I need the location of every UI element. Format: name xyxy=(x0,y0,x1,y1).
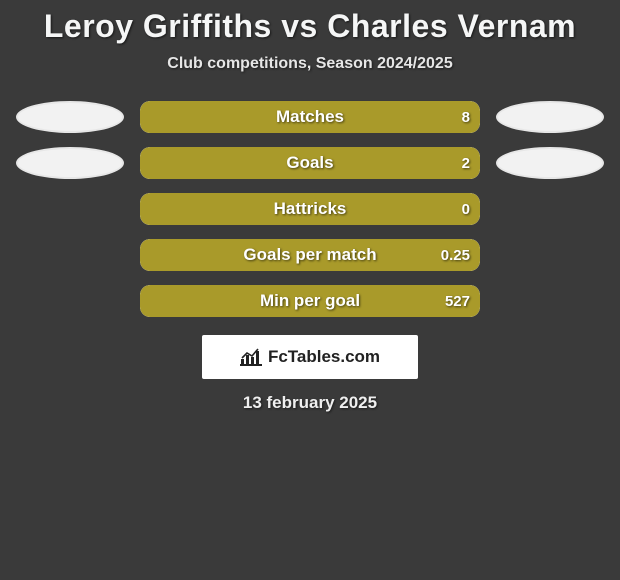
stat-value-right: 8 xyxy=(462,101,470,133)
stat-rows: Matches8Goals2Hattricks0Goals per match0… xyxy=(0,101,620,317)
right-photo-slot xyxy=(490,147,610,179)
left-photo-slot xyxy=(10,101,130,133)
player-photo-right xyxy=(496,101,604,133)
stat-label: Matches xyxy=(140,101,480,133)
stat-value-right: 0.25 xyxy=(441,239,470,271)
stat-bar: Min per goal527 xyxy=(140,285,480,317)
stat-bar: Goals per match0.25 xyxy=(140,239,480,271)
stat-label: Goals xyxy=(140,147,480,179)
player-photo-right xyxy=(496,147,604,179)
stat-row: Min per goal527 xyxy=(0,285,620,317)
stat-row: Goals2 xyxy=(0,147,620,179)
stat-bar: Hattricks0 xyxy=(140,193,480,225)
stat-label: Hattricks xyxy=(140,193,480,225)
stat-label: Min per goal xyxy=(140,285,480,317)
stat-label: Goals per match xyxy=(140,239,480,271)
stat-row: Matches8 xyxy=(0,101,620,133)
date-label: 13 february 2025 xyxy=(0,393,620,413)
page-subtitle: Club competitions, Season 2024/2025 xyxy=(0,55,620,73)
comparison-infographic: Leroy Griffiths vs Charles Vernam Club c… xyxy=(0,0,620,413)
stat-row: Goals per match0.25 xyxy=(0,239,620,271)
brand-text: FcTables.com xyxy=(268,347,380,367)
page-title: Leroy Griffiths vs Charles Vernam xyxy=(0,8,620,45)
stat-bar: Goals2 xyxy=(140,147,480,179)
player-photo-left xyxy=(16,101,124,133)
stat-value-right: 527 xyxy=(445,285,470,317)
player-photo-left xyxy=(16,147,124,179)
left-photo-slot xyxy=(10,147,130,179)
right-photo-slot xyxy=(490,101,610,133)
brand-badge: FcTables.com xyxy=(202,335,418,379)
stat-bar: Matches8 xyxy=(140,101,480,133)
stat-value-right: 0 xyxy=(462,193,470,225)
stat-row: Hattricks0 xyxy=(0,193,620,225)
chart-icon xyxy=(240,348,262,366)
stat-value-right: 2 xyxy=(462,147,470,179)
